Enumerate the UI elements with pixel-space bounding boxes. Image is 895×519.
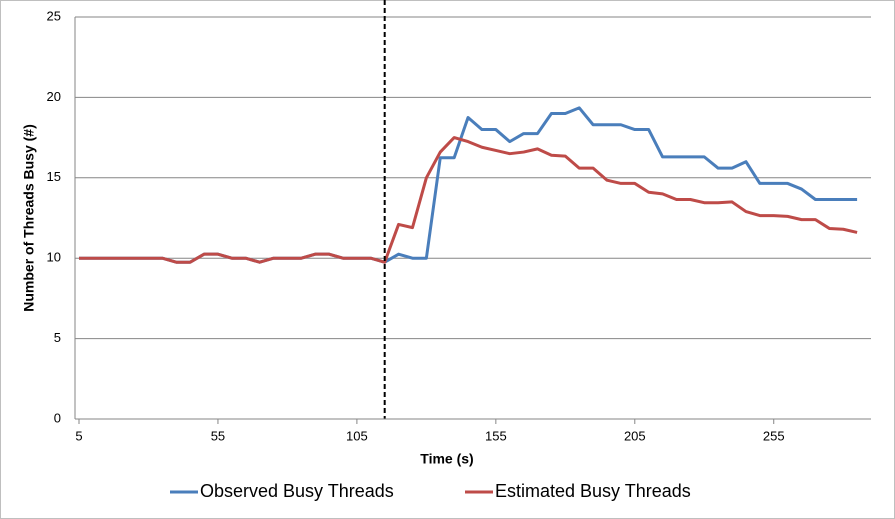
y-tick-label: 25 [47, 8, 61, 23]
legend-text: Observed Busy Threads [200, 481, 394, 501]
series-line [79, 136, 858, 264]
x-tick-label: 205 [624, 428, 646, 443]
x-tick-label: 5 [75, 428, 82, 443]
y-axis-title: Number of Threads Busy (#) [21, 124, 37, 311]
y-tick-label: 5 [54, 330, 61, 345]
x-axis-title: Time (s) [420, 451, 473, 467]
x-tick-label: 105 [346, 428, 368, 443]
y-tick-label: 0 [54, 410, 61, 425]
y-tick-label: 20 [47, 89, 61, 104]
x-tick-label: 255 [763, 428, 785, 443]
y-tick-label: 15 [47, 169, 61, 184]
x-tick-label: 155 [485, 428, 507, 443]
x-tick-label: 55 [211, 428, 225, 443]
y-tick-label: 10 [47, 250, 61, 265]
legend-text: Estimated Busy Threads [495, 481, 691, 501]
